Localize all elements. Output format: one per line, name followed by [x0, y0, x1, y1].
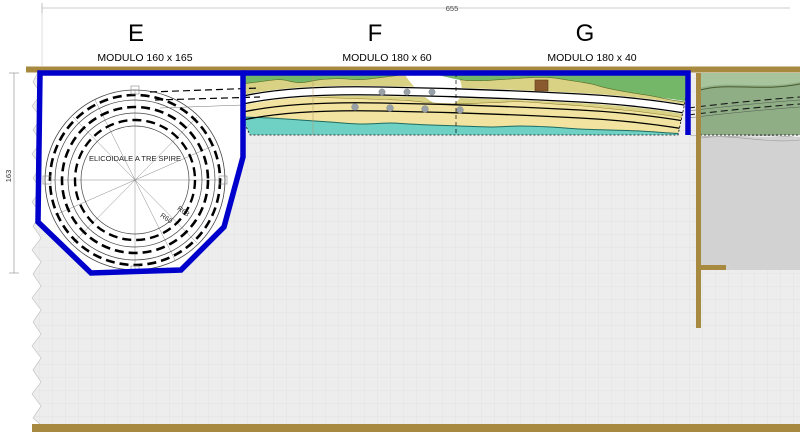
- svg-text:163: 163: [4, 170, 13, 183]
- svg-text:E: E: [128, 20, 144, 47]
- svg-text:ELICOIDALE A TRE SPIRE: ELICOIDALE A TRE SPIRE: [89, 154, 181, 163]
- svg-text:F: F: [368, 20, 383, 47]
- svg-text:655: 655: [446, 4, 459, 13]
- svg-text:MODULO 180 x 60: MODULO 180 x 60: [342, 52, 431, 64]
- svg-text:MODULO 180 x 40: MODULO 180 x 40: [547, 52, 636, 64]
- svg-text:MODULO 160 x 165: MODULO 160 x 165: [97, 52, 192, 64]
- svg-text:G: G: [576, 20, 595, 47]
